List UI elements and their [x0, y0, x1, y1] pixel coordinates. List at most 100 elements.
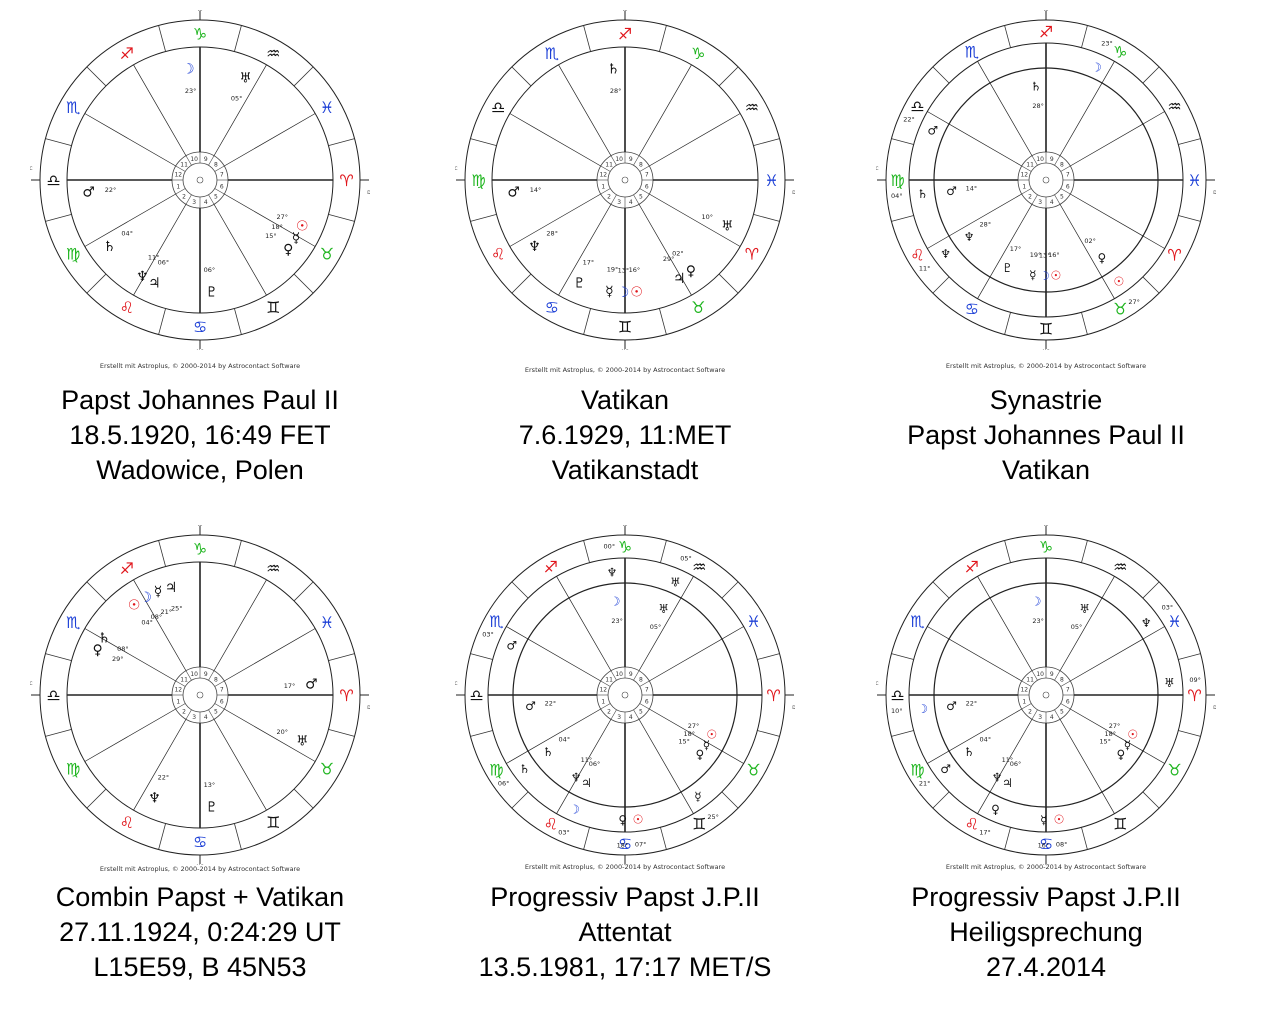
ac-label: AC: [455, 166, 457, 172]
house-number-divider: [1021, 165, 1032, 172]
horoscope-wheel-composite: ♈♉♊♋♌♍♎♏♐♑♒♓123456789101112ACMCDCIC☉04°☽…: [30, 525, 370, 865]
aries-icon: ♈: [1187, 686, 1201, 705]
ac-label: AC: [455, 681, 457, 687]
house-number-divider: [208, 155, 215, 166]
horoscope-wheel-pope: ♈♉♊♋♌♍♎♏♐♑♒♓123456789101112ACMCDCIC☉27°☽…: [30, 10, 370, 350]
dc-label: DC: [1213, 705, 1216, 711]
inner-sun-degree-label: 16°: [1048, 251, 1060, 259]
house-number-divider: [610, 670, 617, 681]
house-number: 1: [1022, 698, 1026, 705]
sign-divider: [718, 273, 739, 294]
caption-prog-heilig: Progressiv Papst J.P.II Heiligsprechung …: [846, 880, 1246, 985]
pisces-icon: ♓: [320, 613, 334, 632]
libra-icon: ♎: [46, 171, 60, 190]
virgo-icon: ♍: [66, 244, 80, 263]
mercury-degree-label: 18°: [271, 223, 283, 231]
outer-moon-degree-label: 10°: [891, 707, 903, 715]
mars-icon: ♂: [82, 185, 95, 201]
sign-divider: [1142, 276, 1160, 294]
house-number-divider: [1060, 680, 1071, 687]
saturn-icon: ♄: [103, 239, 116, 255]
house-number: 2: [607, 708, 611, 715]
house-number-divider: [208, 670, 215, 681]
moon-degree-label: 13°: [618, 266, 630, 274]
outer-moon-degree-label: 23°: [1101, 39, 1113, 47]
mars-degree-label: 22°: [105, 186, 117, 194]
capricorn-icon: ♑: [691, 44, 705, 63]
sign-divider: [45, 214, 72, 222]
center-ring: [607, 677, 643, 713]
cancer-icon: ♋: [545, 298, 559, 317]
house-number: 1: [1022, 183, 1026, 190]
sign-divider: [1178, 653, 1201, 660]
house-cusp-line: [649, 113, 741, 167]
mars-icon: ♂: [507, 185, 520, 201]
scorpio-icon: ♏: [910, 612, 924, 631]
saturn-degree-label: 04°: [121, 229, 133, 237]
house-cusp-line: [224, 708, 316, 762]
caption-synastry: Synastrie Papst Johannes Paul II Vatikan: [846, 383, 1246, 488]
sign-divider: [1004, 312, 1011, 335]
credit-line: Erstellt mit Astroplus, © 2000-2014 by A…: [945, 863, 1147, 871]
inner-mercury-icon: ☿: [1124, 738, 1131, 752]
caption-line-2: Attentat: [578, 917, 672, 947]
saturn-degree-label: 28°: [610, 87, 622, 95]
outer-saturn-icon: ♄: [917, 187, 928, 201]
inner-moon-icon: ☽: [610, 595, 621, 609]
house-number: 3: [1038, 199, 1042, 206]
house-number: 8: [1060, 162, 1064, 169]
mercury-icon: ☿: [154, 584, 163, 600]
sign-divider: [583, 308, 591, 335]
leo-icon: ♌: [491, 244, 505, 263]
inner-saturn-icon: ♄: [1031, 80, 1042, 94]
inner-jupiter-degree-label: 06°: [589, 760, 601, 768]
pluto-degree-label: 06°: [204, 266, 216, 274]
taurus-icon: ♉: [1167, 760, 1181, 779]
house-cusp-line: [649, 708, 744, 764]
sign-divider: [293, 66, 314, 87]
house-number: 4: [1050, 714, 1054, 721]
inner-mars-degree-label: 22°: [966, 699, 978, 707]
house-cusp-line: [649, 193, 741, 247]
aries-icon: ♈: [339, 171, 353, 190]
cancer-icon: ♋: [618, 835, 632, 854]
virgo-icon: ♍: [890, 171, 904, 190]
caption-line-2: 7.6.1929, 11:MET: [518, 420, 732, 450]
credit-line: Erstellt mit Astroplus, © 2000-2014 by A…: [99, 865, 301, 873]
outer-sun-icon: ☉: [1054, 812, 1065, 826]
caption-prog-attentat: Progressiv Papst J.P.II Attentat 13.5.19…: [425, 880, 825, 985]
scorpio-icon: ♏: [66, 98, 80, 117]
house-cusp-line: [927, 193, 1022, 249]
sign-divider: [470, 214, 497, 222]
house-number-divider: [610, 155, 617, 166]
caption-line-2: 18.5.1920, 16:49 FET: [69, 420, 331, 450]
outer-uranus-degree-label: 05°: [680, 554, 692, 562]
gemini-icon: ♊: [1113, 815, 1127, 834]
sign-divider: [891, 138, 914, 145]
inner-neptune-degree-label: 28°: [980, 221, 992, 229]
house-number-divider: [185, 155, 192, 166]
inner-saturn-icon: ♄: [543, 745, 554, 759]
jupiter-degree-label: 29°: [663, 255, 675, 263]
house-cusp-line: [1070, 193, 1165, 249]
sign-divider: [660, 540, 667, 563]
house-number-divider: [1031, 670, 1038, 681]
inner-moon-degree-label: 23°: [611, 617, 623, 625]
scorpio-icon: ♏: [66, 613, 80, 632]
house-number-divider: [639, 703, 650, 710]
house-cusp-line: [133, 579, 187, 671]
inner-moon-degree-label: 13°: [1039, 251, 1051, 259]
house-number: 10: [615, 156, 623, 163]
house-number: 7: [645, 687, 649, 694]
sign-divider: [511, 66, 532, 87]
neptune-degree-label: 11°: [148, 254, 160, 262]
house-number: 6: [645, 183, 649, 190]
inner-jupiter-icon: ♃: [581, 776, 592, 790]
sun-degree-label: 04°: [141, 619, 153, 627]
taurus-icon: ♉: [320, 759, 334, 778]
caption-line-2: Papst Johannes Paul II: [907, 420, 1185, 450]
outer-saturn-degree-label: 04°: [891, 192, 903, 200]
sign-divider: [328, 729, 355, 737]
outer-mars-icon: ♂: [940, 762, 951, 776]
center-ring: [1028, 162, 1064, 198]
